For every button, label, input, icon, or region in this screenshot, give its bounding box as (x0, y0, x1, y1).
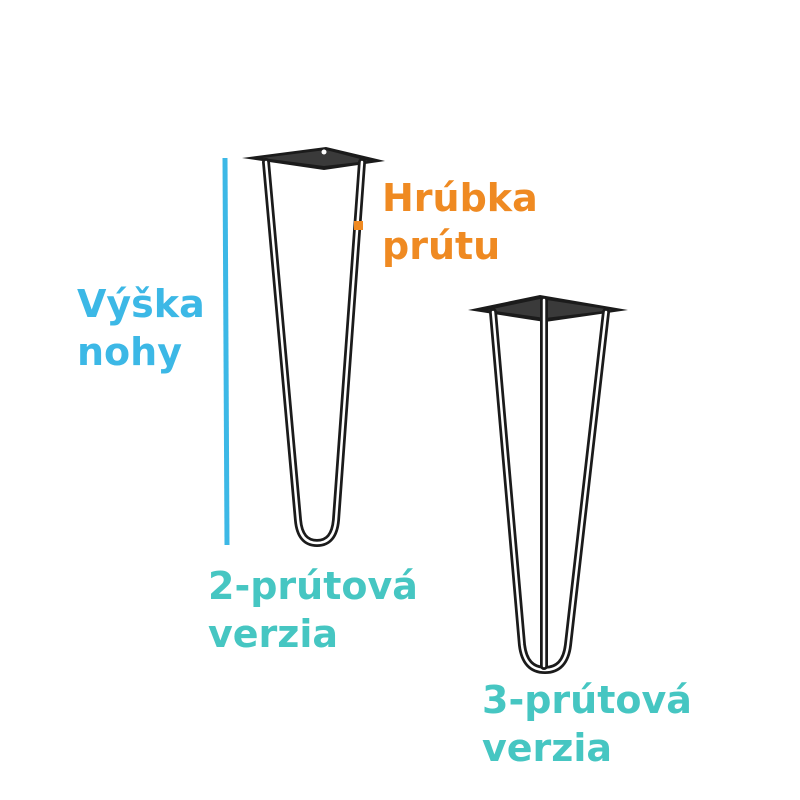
version-2-label: 2-prútová verzia (208, 562, 418, 658)
rod (489, 308, 610, 674)
thickness-label-line-1: Hrúbka (382, 176, 538, 220)
version-3-label-line-2: verzia (482, 726, 613, 770)
version-2-label-line-1: 2-prútová (208, 564, 418, 608)
version-3-label: 3-prútová verzia (482, 676, 692, 772)
thickness-label: Hrúbka prútu (382, 174, 538, 270)
rod-thickness-marker (354, 221, 363, 230)
height-label-line-1: Výška (77, 282, 205, 326)
hairpin-leg-3-rod-icon (468, 295, 628, 674)
thickness-label-line-2: prútu (382, 224, 501, 268)
hairpin-leg-2-rod-icon (242, 147, 385, 547)
height-label: Výška nohy (77, 280, 205, 376)
version-2-label-line-2: verzia (208, 612, 339, 656)
version-3-label-line-1: 3-prútová (482, 678, 692, 722)
height-measure-line (222, 157, 230, 546)
height-label-line-2: nohy (77, 330, 182, 374)
